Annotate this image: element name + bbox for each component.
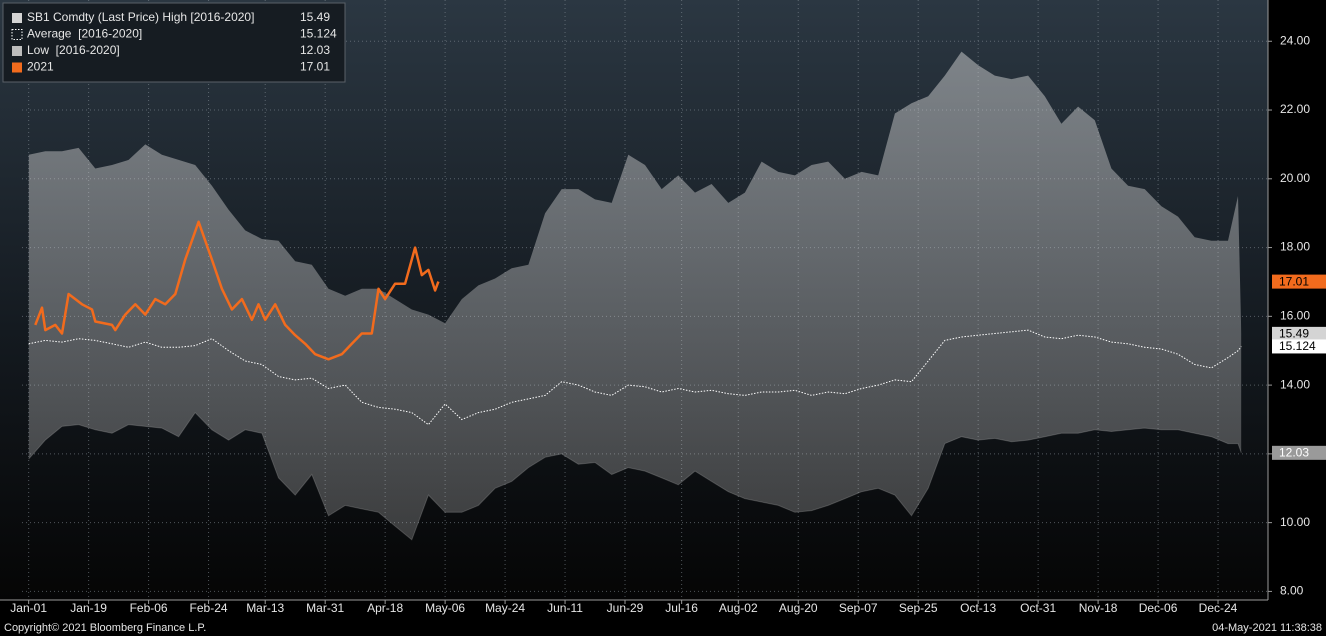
legend-swatch — [12, 46, 22, 56]
x-tick-label: Oct-31 — [1020, 601, 1056, 615]
x-tick-label: Dec-24 — [1199, 601, 1238, 615]
line — [34, 220, 440, 361]
last-value-label: 12.03 — [1279, 446, 1309, 460]
y-tick-label: 24.00 — [1280, 33, 1310, 47]
legend-swatch — [12, 62, 22, 73]
legend: SB1 Comdty (Last Price) High [2016-2020]… — [2, 2, 346, 83]
x-tick-label: Oct-13 — [960, 601, 996, 615]
x-tick-label: Sep-25 — [899, 601, 938, 615]
low-edge — [28, 411, 1242, 541]
axis-background — [1268, 0, 1326, 600]
y-tick-label: 10.00 — [1280, 515, 1310, 529]
x-tick-label: Feb-06 — [130, 601, 168, 615]
last-value-tag — [1272, 445, 1326, 460]
last-value-tag — [1272, 274, 1326, 289]
legend-value: 15.49 — [300, 10, 330, 24]
y-tick-label: 22.00 — [1280, 102, 1310, 116]
last-value-tag — [1272, 339, 1326, 354]
y-tick-label: 8.00 — [1280, 584, 1304, 598]
legend-value: 15.124 — [300, 27, 337, 41]
x-tick-label: Mar-13 — [246, 601, 284, 615]
y-tick-label: 16.00 — [1280, 309, 1310, 323]
x-tick-label: Feb-24 — [190, 601, 228, 615]
x-tick-label: Jan-19 — [70, 601, 107, 615]
x-tick-label: Jan-01 — [10, 601, 47, 615]
x-tick-label: Jul-16 — [665, 601, 698, 615]
legend-label: SB1 Comdty (Last Price) High [2016-2020] — [27, 10, 254, 24]
legend-swatch — [11, 29, 23, 40]
x-tick-label: Nov-18 — [1079, 601, 1118, 615]
axis: Jan-01 Jan-19 Feb-06 Feb-24 Mar-13 Mar-31 Apr-… — [10, 33, 1326, 615]
x-tick-label: Dec-06 — [1139, 601, 1178, 615]
x-tick-label: Jun-29 — [607, 601, 644, 615]
x-tick-label: May-24 — [485, 601, 525, 615]
legend-value: 12.03 — [300, 43, 330, 57]
last-value-tag — [1272, 326, 1326, 341]
last-value-label: 15.124 — [1279, 339, 1316, 353]
legend-label: Low [2016-2020] — [27, 43, 120, 57]
y-tick-label: 20.00 — [1280, 171, 1310, 185]
y-tick-label: 14.00 — [1280, 377, 1310, 391]
average-line — [28, 329, 1242, 426]
copyright: Copyright© 2021 Bloomberg Finance L.P. — [4, 622, 206, 634]
last-value-label: 15.49 — [1279, 327, 1309, 341]
x-tick-label: Jun-11 — [547, 601, 583, 615]
x-tick-label: Mar-31 — [306, 601, 344, 615]
legend-label: Average [2016-2020] — [27, 27, 142, 41]
x-tick-label: Aug-20 — [779, 601, 818, 615]
x-tick-label: Apr-18 — [367, 601, 403, 615]
legend-value: 17.01 — [300, 60, 330, 74]
timestamp: 04-May-2021 11:38:38 — [1212, 622, 1322, 634]
last-value-label: 17.01 — [1279, 274, 1309, 288]
legend-swatch — [12, 13, 22, 23]
legend-label: 2021 — [27, 60, 54, 74]
y-tick-label: 18.00 — [1280, 240, 1310, 254]
x-tick-label: Sep-07 — [839, 601, 878, 615]
x-tick-label: Aug-02 — [719, 601, 758, 615]
legend-box — [2, 2, 346, 83]
x-tick-label: May-06 — [425, 601, 465, 615]
